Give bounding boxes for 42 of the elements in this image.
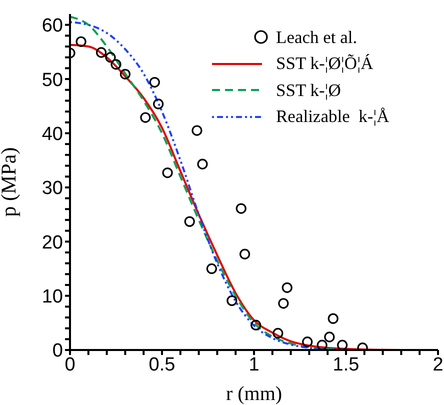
y-tick-label: 60 (42, 16, 63, 37)
point (316, 340, 328, 350)
point (236, 203, 246, 214)
legend-label: SST k-¦Ø¦Õ¦Á (276, 53, 374, 74)
point (149, 76, 160, 88)
legend-label: SST k-¦Ø (276, 80, 341, 101)
x-tick-label: 1.5 (332, 354, 360, 376)
point (153, 98, 164, 110)
x-tick-label: 0.5 (148, 354, 176, 376)
y-tick-label: 30 (42, 178, 63, 200)
x-tick-label: 1 (248, 354, 260, 376)
legend-label: Leach et al. (276, 26, 358, 48)
point (120, 68, 131, 80)
y-tick-label: 40 (42, 124, 63, 145)
point (337, 340, 348, 350)
y-tick-label: 50 (42, 70, 63, 91)
point (324, 332, 335, 342)
point (76, 36, 86, 47)
point (226, 295, 238, 306)
point (206, 263, 217, 274)
point (162, 167, 173, 178)
point (272, 328, 284, 339)
y-tick-label: 20 (42, 232, 63, 254)
x-axis-title: r (mm) (226, 383, 282, 405)
point (282, 282, 292, 293)
legend-label: Realizable k-¦Å (276, 106, 390, 128)
point (278, 298, 289, 309)
point (250, 320, 262, 330)
point (239, 248, 250, 260)
x-tick-label: 2 (432, 354, 444, 376)
y-axis-title: p (MPa) (0, 147, 20, 217)
point (302, 336, 313, 348)
point (110, 59, 122, 70)
point (96, 47, 107, 58)
y-tick-label: 10 (42, 286, 63, 308)
point (184, 216, 195, 227)
point (197, 158, 208, 170)
y-tick-label: 0 (52, 340, 63, 362)
point (328, 313, 338, 324)
point (140, 112, 151, 123)
point (192, 125, 202, 136)
point (105, 52, 116, 63)
